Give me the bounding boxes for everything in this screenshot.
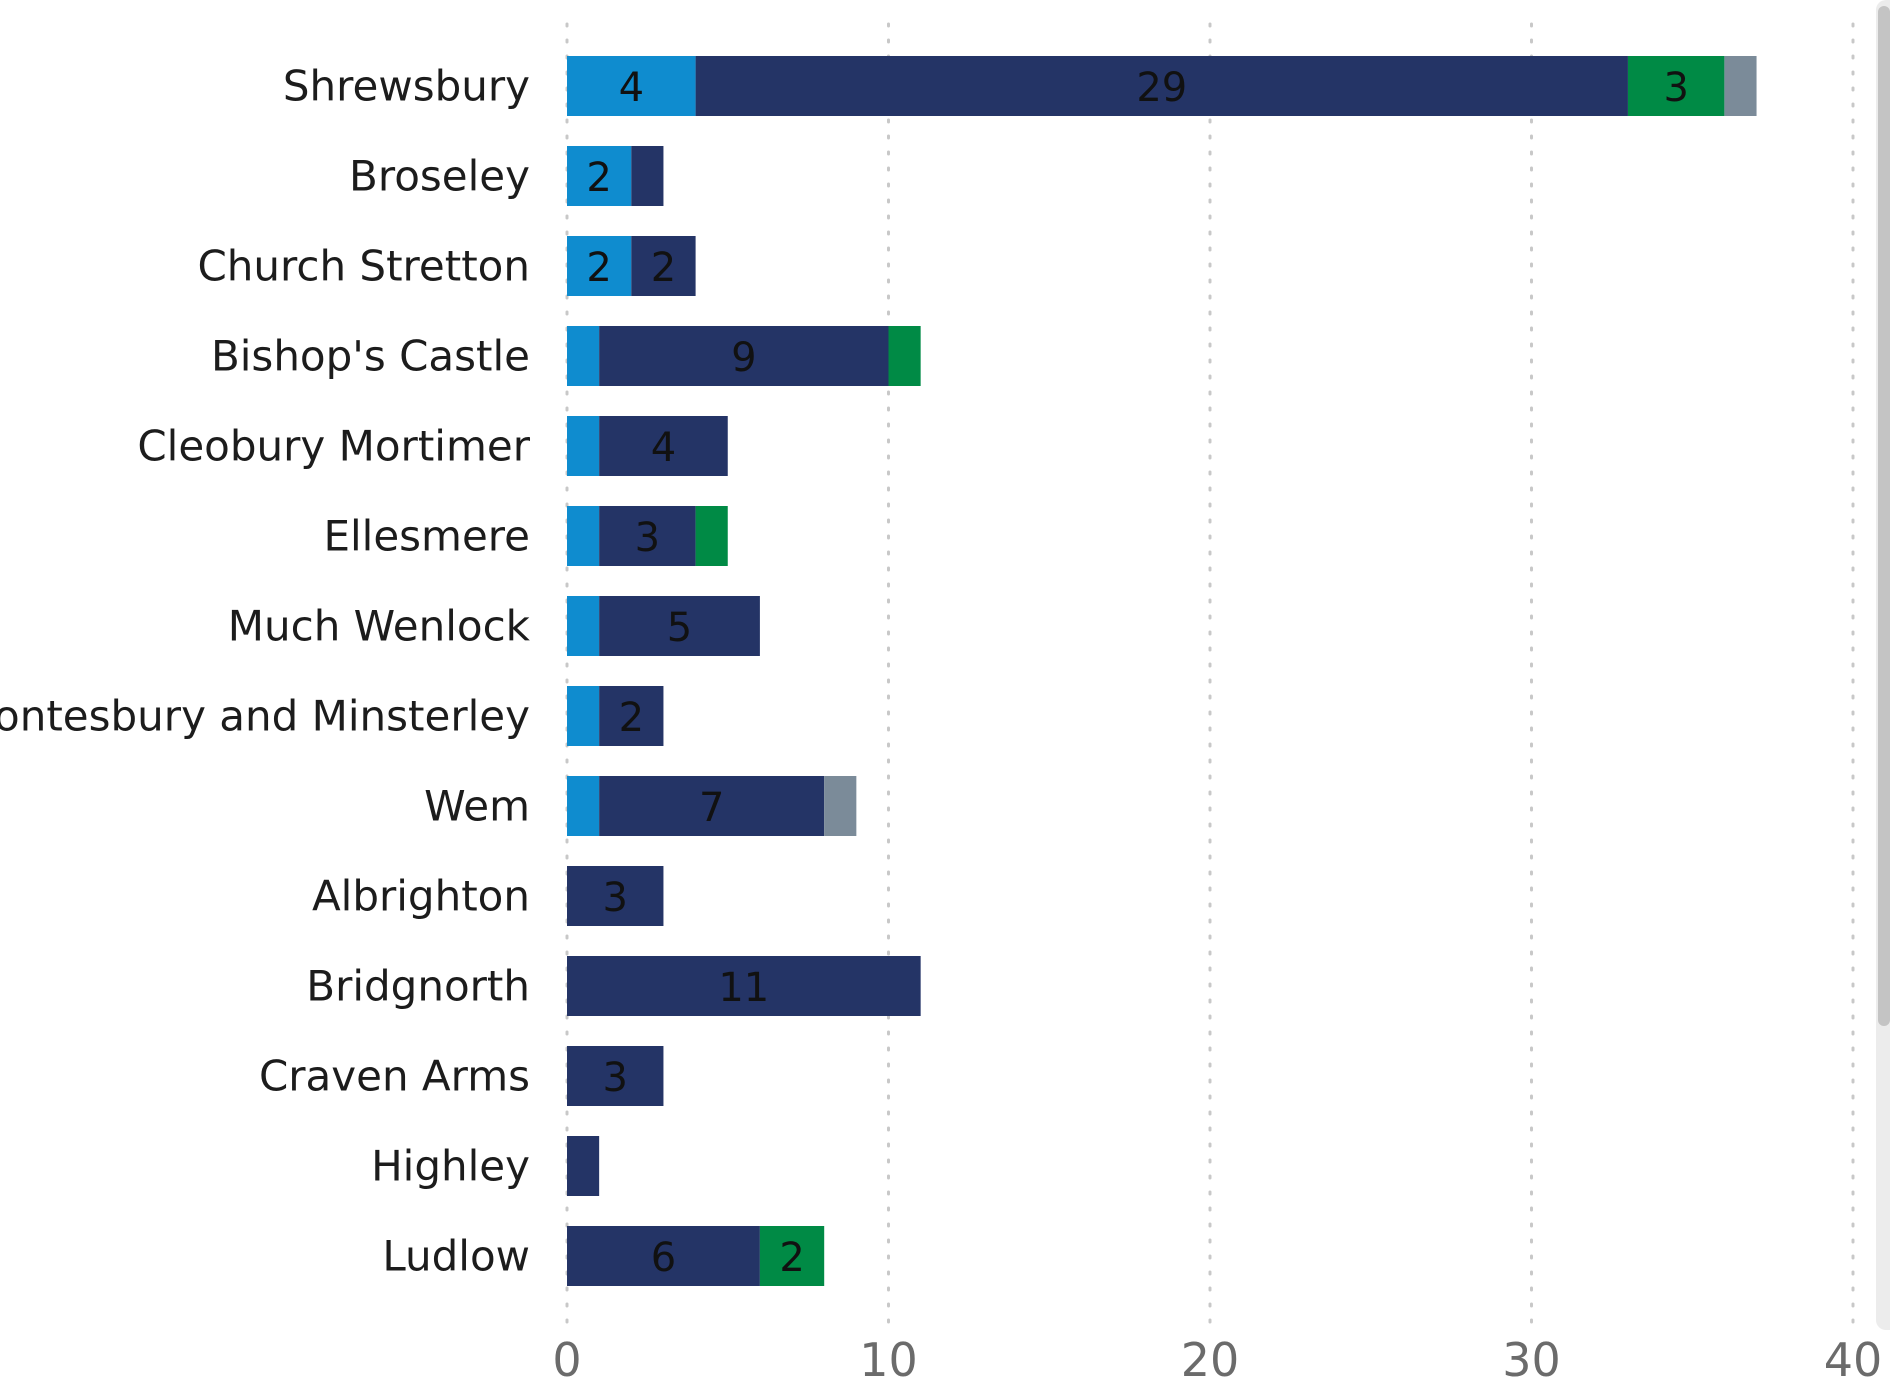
bar-segment[interactable] [631,236,696,296]
bar-segment[interactable] [567,596,600,656]
data-label: 3 [1663,65,1688,111]
data-label: 3 [602,875,627,921]
bar-segment[interactable] [824,776,857,836]
bar-segment[interactable] [599,776,825,836]
category-label: Shrewsbury [283,62,530,111]
bar-segment[interactable] [759,1226,825,1286]
bar-segment[interactable] [567,866,664,926]
category-label: Craven Arms [259,1052,530,1101]
bar-segment[interactable] [567,1136,600,1196]
bar-segment[interactable] [567,776,600,836]
category-label: Bridgnorth [306,962,530,1011]
category-label: Wem [424,782,530,831]
x-tick-label: 10 [859,1333,918,1387]
category-label: Pontesbury and Minsterley [0,692,530,741]
bar-segment[interactable] [1627,56,1725,116]
bar-segment[interactable] [888,326,921,386]
category-label: Ellesmere [323,512,530,561]
bar-segment[interactable] [599,596,760,656]
bar-segment[interactable] [567,1226,760,1286]
bar-segment[interactable] [1724,56,1757,116]
bar-segment[interactable] [599,416,728,476]
gridlines [565,22,1855,1327]
bar-segment[interactable] [599,506,696,566]
category-label: Highley [371,1142,530,1191]
x-axis-ticks: 0 10 20 30 40 [552,1333,1882,1387]
bar-segment[interactable] [567,326,600,386]
data-label: 3 [602,1055,627,1101]
category-label: Church Stretton [197,242,530,291]
scrollbar-thumb[interactable] [1878,6,1890,1026]
category-label: Much Wenlock [228,602,531,651]
data-label: 2 [779,1235,804,1281]
data-label: 29 [1136,65,1187,111]
bar-segment[interactable] [567,1046,664,1106]
bar-segment[interactable] [599,686,664,746]
data-label: 7 [699,785,724,831]
data-label: 2 [586,245,611,291]
data-label: 3 [635,515,660,561]
category-label: Cleobury Mortimer [137,422,530,471]
data-label: 6 [651,1235,676,1281]
bar-segment[interactable] [567,146,632,206]
bar-segment[interactable] [695,56,1628,116]
bar-segment[interactable] [567,956,921,1016]
data-label: 9 [731,335,756,381]
data-label: 2 [586,155,611,201]
data-label: 2 [619,695,644,741]
category-label: Bishop's Castle [211,332,530,381]
data-label: 11 [718,965,769,1011]
x-tick-label: 20 [1181,1333,1240,1387]
bar-segment[interactable] [567,236,632,296]
bar-segment[interactable] [567,686,600,746]
category-label: Albrighton [312,872,530,921]
data-label: 4 [619,65,644,111]
bar-segment[interactable] [567,56,696,116]
category-label: Broseley [349,152,530,201]
category-label: Ludlow [382,1232,530,1281]
x-tick-label: 30 [1502,1333,1561,1387]
bar-segment[interactable] [567,506,600,566]
x-tick-label: 40 [1824,1333,1883,1387]
data-label: 2 [651,245,676,291]
bar-segment[interactable] [599,326,889,386]
category-labels: Shrewsbury Broseley Church Stretton Bishop'… [0,62,531,1281]
data-label: 5 [667,605,692,651]
bar-segment[interactable] [695,506,728,566]
x-tick-label: 0 [552,1333,581,1387]
bar-segment[interactable] [567,416,600,476]
bar-segment[interactable] [631,146,664,206]
data-label: 4 [651,425,676,471]
